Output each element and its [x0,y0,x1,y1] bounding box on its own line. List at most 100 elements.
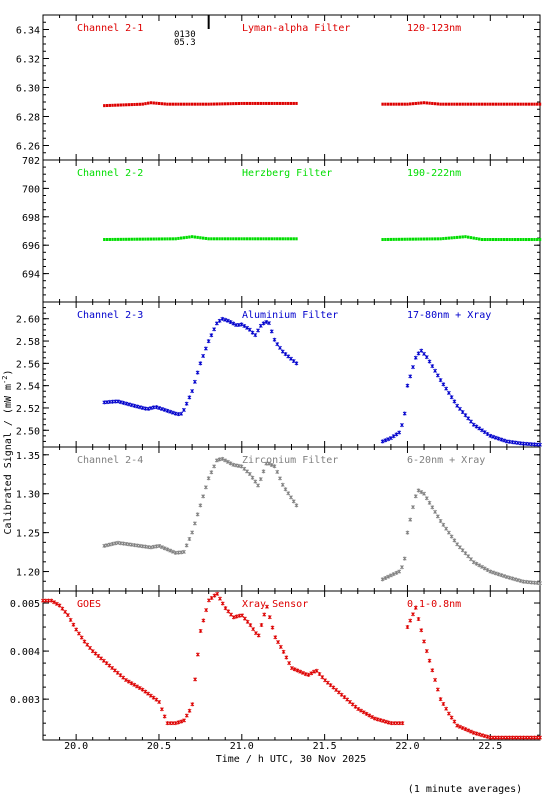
data-point [522,238,525,242]
data-point [60,606,65,611]
data-point [417,101,420,105]
data-point [527,238,531,242]
data-point [135,404,140,409]
data-point [166,102,169,106]
data-point [267,615,272,620]
data-point [291,359,296,364]
data-point [262,101,265,105]
data-point [519,102,522,106]
data-point [422,491,426,496]
orbit-marker: 0130 05.3 [174,15,210,48]
data-point [210,102,213,106]
data-point [406,102,409,106]
data-point [248,237,251,241]
series-segment-1 [103,101,298,108]
data-point [450,102,453,106]
data-point [483,102,486,106]
data-point [405,383,410,388]
data-point [261,321,266,326]
data-point [207,102,210,106]
data-point [475,102,478,106]
data-point [85,642,90,647]
data-point [163,237,166,241]
data-point [179,102,183,106]
data-point [530,102,533,106]
data-point [284,237,287,241]
data-point [218,237,221,241]
data-point [111,103,114,107]
data-point [453,236,456,240]
data-point [247,327,252,332]
data-point [425,101,428,105]
data-point [450,236,453,240]
y-tick-label: 2.52 [16,404,40,415]
data-point [133,237,136,241]
data-point [444,526,449,531]
data-point [419,348,424,353]
data-point [471,730,476,735]
data-point [262,612,267,617]
data-point [228,320,233,325]
data-point [105,543,109,548]
data-point [513,102,517,106]
data-point [444,386,449,391]
data-point [245,619,250,624]
y-tick-label: 0.003 [10,695,40,706]
y-tick-label: 6.28 [16,113,40,124]
data-point [294,361,299,366]
y-tick-label: 6.32 [16,55,40,66]
data-point [499,437,504,442]
data-point [115,670,120,675]
data-point [489,238,492,242]
data-point [198,628,203,633]
data-point [151,544,156,549]
y-tick-label: 696 [22,241,40,252]
data-point [199,102,202,106]
data-point [478,102,481,106]
filter-label: Herzberg Filter [242,168,332,179]
data-point [212,102,216,106]
data-point [240,101,243,105]
data-point [259,101,262,105]
data-point [157,406,162,411]
data-point [240,613,245,618]
series-segment-1 [103,235,298,242]
data-point [422,639,426,644]
data-point [243,101,246,105]
data-point [411,365,415,370]
data-point [259,622,264,627]
data-point [236,322,241,327]
data-point [111,237,114,241]
footnote: (1 minute averages) [408,784,522,795]
data-point [121,675,126,680]
data-point [220,316,225,321]
data-point [267,101,271,105]
data-point [152,237,155,241]
data-point [460,548,465,553]
data-point [538,442,542,447]
data-point [174,237,177,241]
data-point [210,237,213,241]
data-point [256,101,260,105]
data-point [79,635,84,640]
data-point [391,434,396,439]
data-point [513,238,517,242]
data-point [188,102,191,106]
data-point [469,102,473,106]
data-point [184,543,189,548]
data-point [173,721,178,726]
data-point [90,649,95,654]
data-point [414,101,417,105]
data-point [392,237,395,241]
data-point [408,374,413,379]
data-point [447,236,451,240]
data-point [402,556,407,561]
data-point [155,237,158,241]
data-point [107,542,112,547]
data-point [394,432,399,437]
data-point [386,437,391,442]
data-point [171,237,175,241]
data-point [212,237,216,241]
data-point [336,690,341,695]
